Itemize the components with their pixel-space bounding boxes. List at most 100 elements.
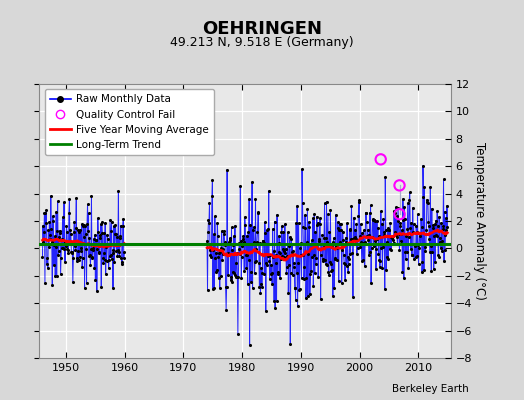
Point	[357, 221, 365, 227]
Point	[318, 241, 326, 247]
Point	[405, 197, 413, 204]
Point	[359, 227, 368, 234]
Point	[268, 281, 276, 287]
Point	[237, 275, 245, 282]
Point	[90, 236, 98, 242]
Point	[277, 229, 286, 235]
Point	[406, 189, 414, 196]
Point	[230, 233, 238, 239]
Point	[49, 213, 57, 220]
Point	[412, 223, 420, 229]
Point	[328, 267, 336, 274]
Point	[61, 259, 69, 266]
Point	[383, 254, 391, 260]
Point	[207, 240, 215, 247]
Point	[65, 210, 73, 216]
Point	[388, 234, 396, 240]
Legend: Raw Monthly Data, Quality Control Fail, Five Year Moving Average, Long-Term Tren: Raw Monthly Data, Quality Control Fail, …	[45, 89, 214, 155]
Point	[283, 229, 292, 236]
Point	[57, 270, 65, 277]
Point	[315, 238, 323, 244]
Point	[377, 244, 386, 251]
Point	[320, 234, 328, 241]
Point	[105, 257, 113, 264]
Point	[280, 248, 289, 254]
Point	[367, 280, 375, 286]
Point	[223, 166, 231, 173]
Point	[67, 249, 75, 256]
Point	[413, 253, 421, 259]
Point	[291, 285, 299, 292]
Point	[94, 229, 103, 235]
Point	[51, 244, 60, 251]
Point	[311, 229, 320, 235]
Point	[433, 223, 442, 230]
Point	[354, 213, 363, 220]
Point	[254, 210, 262, 216]
Point	[273, 212, 281, 218]
Point	[394, 241, 402, 248]
Point	[116, 232, 125, 239]
Point	[243, 252, 252, 258]
Point	[443, 224, 452, 230]
Point	[39, 239, 48, 246]
Point	[113, 253, 122, 259]
Point	[372, 266, 380, 273]
Point	[357, 258, 366, 265]
Point	[372, 218, 380, 224]
Point	[423, 199, 432, 205]
Point	[410, 241, 419, 247]
Point	[334, 224, 343, 231]
Point	[331, 256, 340, 262]
Point	[347, 203, 356, 210]
Point	[245, 342, 254, 348]
Point	[415, 245, 423, 252]
Point	[387, 247, 395, 254]
Point	[86, 262, 95, 268]
Point	[47, 193, 55, 199]
Point	[409, 228, 418, 235]
Point	[286, 341, 294, 348]
Point	[434, 254, 443, 260]
Point	[211, 213, 219, 220]
Point	[116, 235, 124, 242]
Point	[294, 260, 302, 266]
Point	[211, 255, 220, 261]
Point	[230, 269, 238, 276]
Point	[395, 247, 403, 254]
Point	[265, 258, 274, 264]
Point	[431, 221, 439, 228]
Point	[235, 246, 243, 252]
Point	[431, 259, 440, 265]
Point	[329, 239, 337, 246]
Point	[103, 236, 112, 242]
Point	[81, 231, 90, 237]
Point	[272, 298, 281, 304]
Point	[42, 207, 51, 213]
Point	[40, 210, 49, 216]
Point	[379, 216, 388, 222]
Point	[213, 267, 221, 273]
Point	[319, 256, 327, 262]
Point	[222, 284, 231, 290]
Point	[431, 217, 440, 224]
Point	[418, 268, 426, 275]
Point	[339, 237, 347, 243]
Point	[106, 217, 114, 224]
Point	[205, 220, 213, 226]
Point	[401, 256, 410, 262]
Point	[217, 228, 226, 234]
Point	[321, 235, 330, 242]
Point	[297, 252, 305, 258]
Point	[203, 237, 211, 244]
Point	[100, 250, 108, 256]
Point	[88, 255, 96, 261]
Point	[324, 269, 333, 275]
Point	[114, 247, 122, 254]
Point	[351, 227, 359, 233]
Point	[300, 276, 308, 282]
Point	[210, 231, 218, 238]
Point	[84, 228, 92, 234]
Point	[373, 218, 381, 224]
Point	[236, 182, 245, 189]
